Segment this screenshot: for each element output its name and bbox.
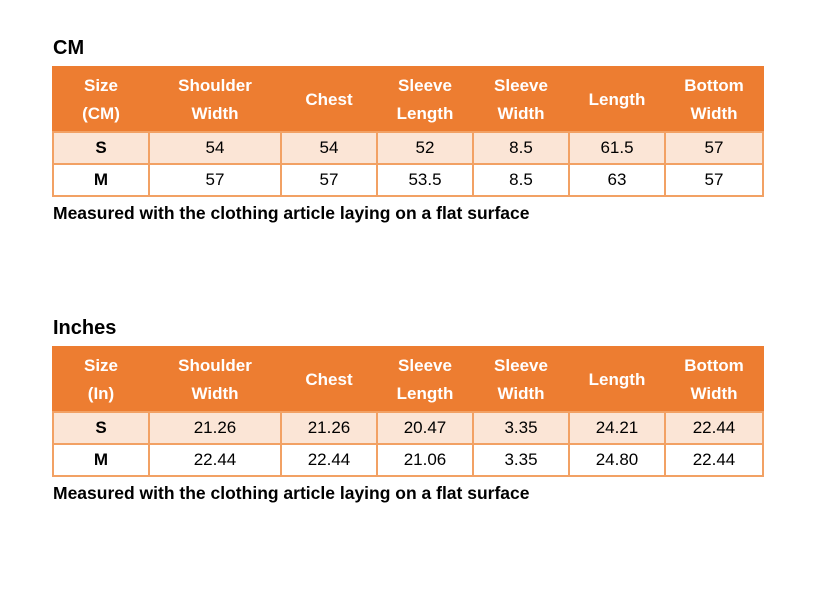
column-header-shoulder-width: Shoulder Width — [148, 66, 282, 133]
value-cell: 3.35 — [472, 443, 570, 477]
value-cell: 57 — [664, 163, 764, 197]
column-header-sleeve-length: Sleeve Length — [376, 66, 474, 133]
inches-section: Inches Size (In) Shoulder Width Chest Sl… — [52, 316, 764, 505]
value-cell: 24.21 — [568, 411, 666, 445]
size-cell: M — [52, 163, 150, 197]
value-cell: 3.35 — [472, 411, 570, 445]
value-cell: 8.5 — [472, 131, 570, 165]
value-cell: 22.44 — [664, 411, 764, 445]
value-cell: 54 — [280, 131, 378, 165]
value-cell: 22.44 — [148, 443, 282, 477]
value-cell: 22.44 — [664, 443, 764, 477]
size-cell: S — [52, 131, 150, 165]
value-cell: 57 — [148, 163, 282, 197]
measurement-note: Measured with the clothing article layin… — [53, 483, 530, 503]
measurement-note: Measured with the clothing article layin… — [53, 203, 530, 223]
column-header-shoulder-width: Shoulder Width — [148, 346, 282, 413]
size-cell: M — [52, 443, 150, 477]
table-row-s: S 21.26 21.26 20.47 3.35 24.21 22.44 — [52, 411, 764, 445]
table-row-s: S 54 54 52 8.5 61.5 57 — [52, 131, 764, 165]
table-row-m: M 57 57 53.5 8.5 63 57 — [52, 163, 764, 197]
column-header-length: Length — [568, 346, 666, 413]
column-header-sleeve-width: Sleeve Width — [472, 346, 570, 413]
column-header-sleeve-width: Sleeve Width — [472, 66, 570, 133]
column-header-sleeve-length: Sleeve Length — [376, 346, 474, 413]
value-cell: 24.80 — [568, 443, 666, 477]
value-cell: 63 — [568, 163, 666, 197]
value-cell: 57 — [664, 131, 764, 165]
value-cell: 61.5 — [568, 131, 666, 165]
column-header-bottom-width: Bottom Width — [664, 66, 764, 133]
column-header-chest: Chest — [280, 66, 378, 133]
cm-size-table: Size (CM) Shoulder Width Chest Sleeve Le… — [52, 66, 764, 197]
value-cell: 8.5 — [472, 163, 570, 197]
inches-size-table: Size (In) Shoulder Width Chest Sleeve Le… — [52, 346, 764, 477]
inches-table-title: Inches — [53, 317, 117, 339]
value-cell: 20.47 — [376, 411, 474, 445]
value-cell: 21.26 — [148, 411, 282, 445]
column-header-length: Length — [568, 66, 666, 133]
table-row-m: M 22.44 22.44 21.06 3.35 24.80 22.44 — [52, 443, 764, 477]
value-cell: 22.44 — [280, 443, 378, 477]
cm-table-title: CM — [53, 37, 85, 59]
column-header-size: Size (In) — [52, 346, 150, 413]
header-row: Size (CM) Shoulder Width Chest Sleeve Le… — [52, 66, 764, 133]
value-cell: 57 — [280, 163, 378, 197]
size-cell: S — [52, 411, 150, 445]
column-header-chest: Chest — [280, 346, 378, 413]
value-cell: 21.06 — [376, 443, 474, 477]
value-cell: 54 — [148, 131, 282, 165]
value-cell: 21.26 — [280, 411, 378, 445]
value-cell: 52 — [376, 131, 474, 165]
value-cell: 53.5 — [376, 163, 474, 197]
header-row: Size (In) Shoulder Width Chest Sleeve Le… — [52, 346, 764, 413]
column-header-bottom-width: Bottom Width — [664, 346, 764, 413]
cm-section: CM Size (CM) Shoulder Width Chest Sleeve… — [52, 36, 764, 225]
column-header-size: Size (CM) — [52, 66, 150, 133]
